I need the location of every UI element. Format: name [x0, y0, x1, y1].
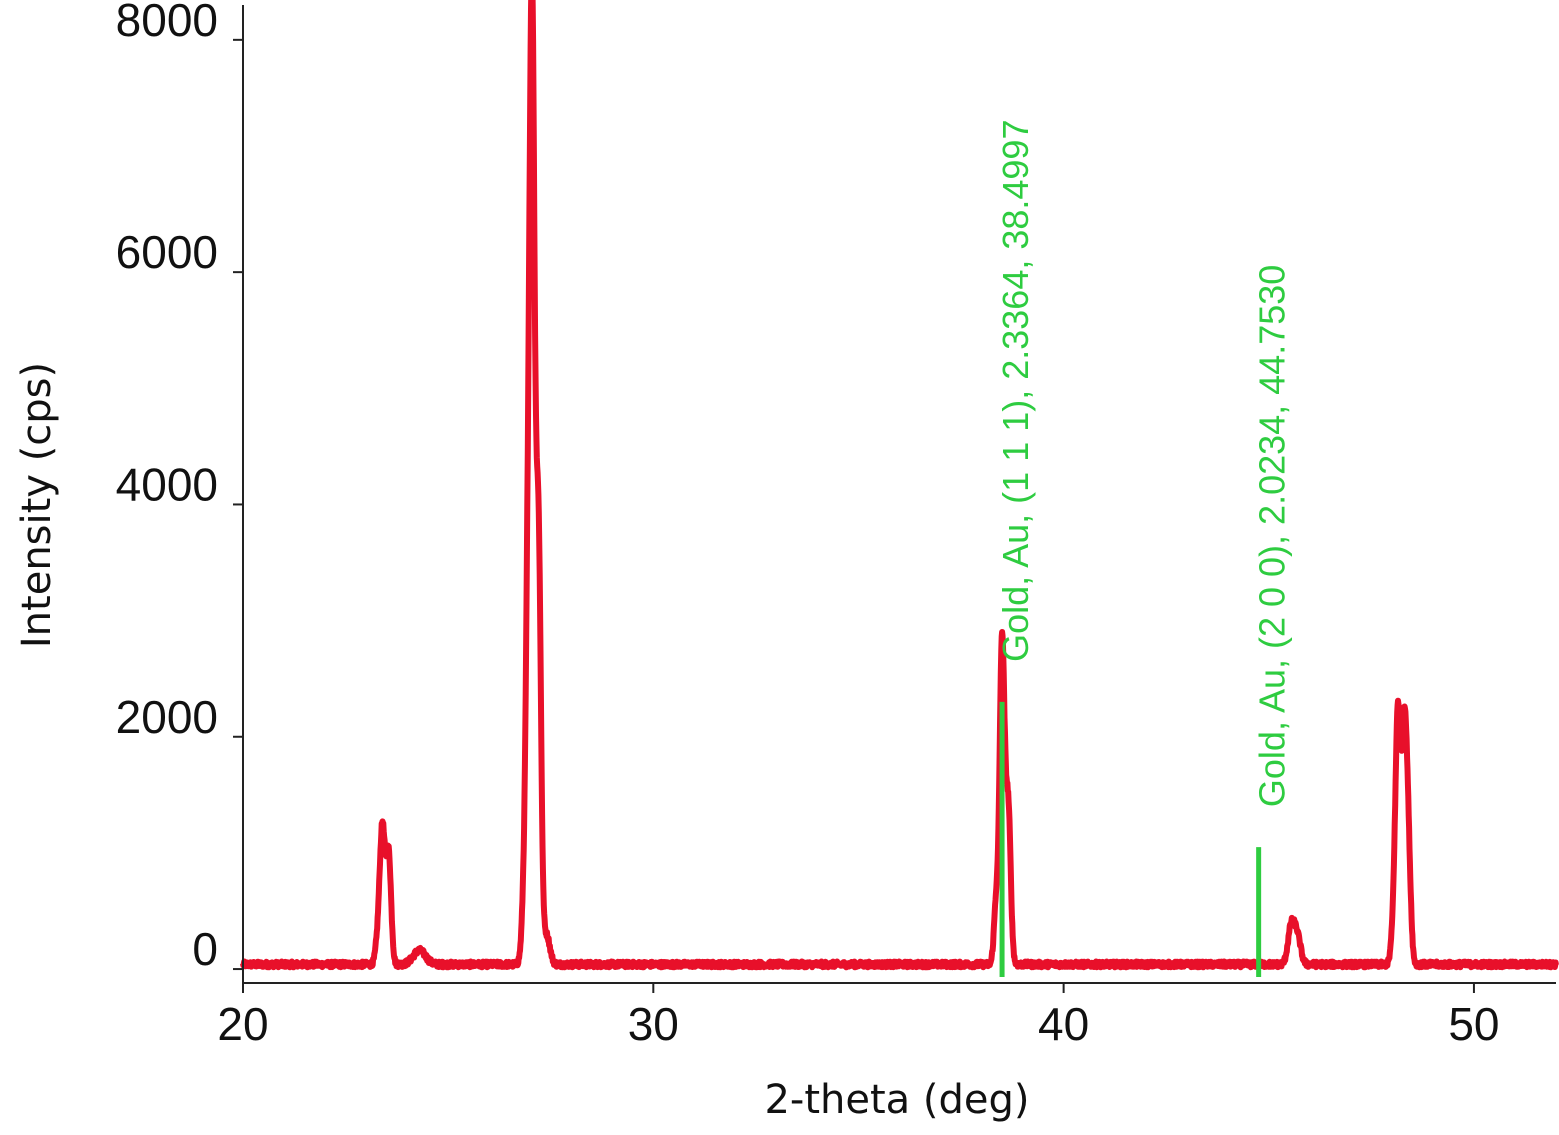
y-axis-label: Intensity (cps) — [14, 362, 60, 648]
y-tick-label-4000: 4000 — [116, 458, 218, 510]
y-tick-label-6000: 6000 — [116, 226, 218, 278]
y-tick-label-8000: 8000 — [116, 0, 218, 46]
tick-labels: 0 2000 4000 6000 8000 20 30 40 50 — [116, 0, 1500, 1050]
reference-label-2: Gold, Au, (2 0 0), 2.0234, 44.7530 — [1252, 265, 1293, 807]
series-layer — [240, 0, 1559, 971]
y-tick-label-0: 0 — [192, 923, 218, 975]
x-tick-label-30: 30 — [628, 998, 679, 1050]
x-axis-label: 2-theta (deg) — [764, 1077, 1029, 1123]
y-tick-label-2000: 2000 — [116, 691, 218, 743]
x-tick-label-20: 20 — [217, 998, 268, 1050]
axis-ticks — [233, 38, 1475, 993]
x-tick-label-40: 40 — [1038, 998, 1089, 1050]
reference-lines: Gold, Au, (1 1 1), 2.3364, 38.4997 Gold, … — [995, 120, 1293, 978]
reference-label-1: Gold, Au, (1 1 1), 2.3364, 38.4997 — [995, 120, 1036, 662]
x-tick-label-50: 50 — [1448, 998, 1499, 1050]
series-line-1 — [240, 0, 1559, 971]
